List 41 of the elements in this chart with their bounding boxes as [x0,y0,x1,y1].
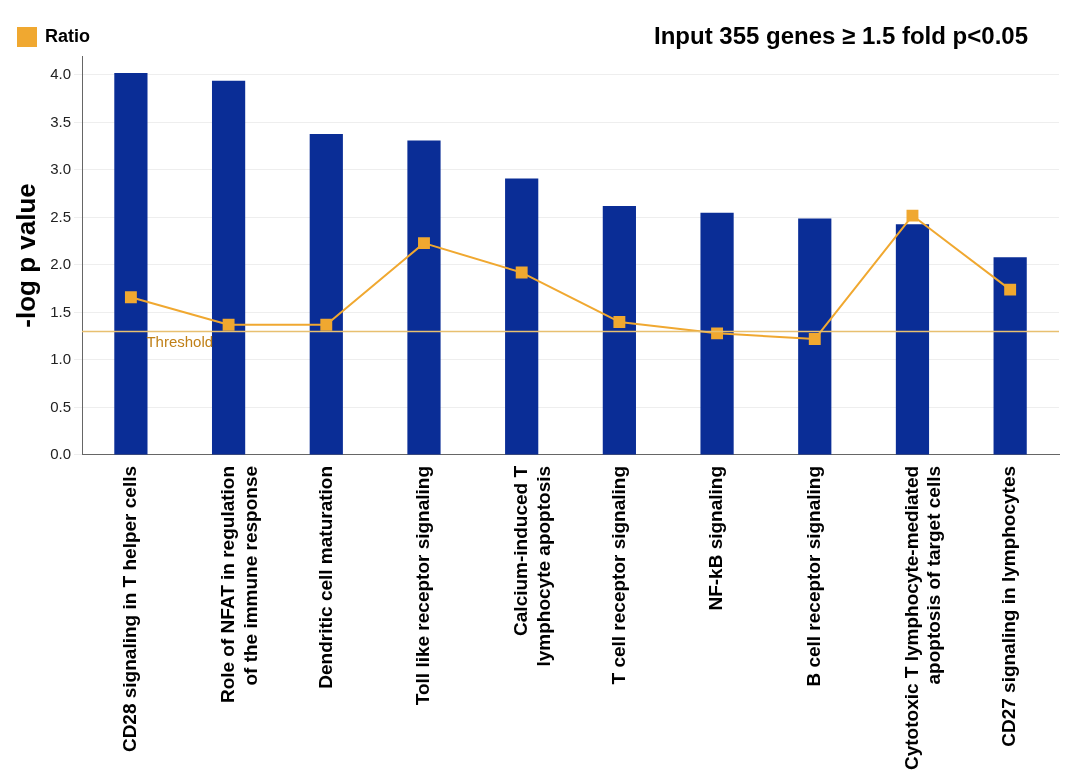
bar [211,80,246,455]
bar [798,218,832,455]
point [808,333,821,346]
legend-label: Ratio [45,25,90,46]
y-tick-label: 4.0 [50,65,72,83]
bar [895,224,930,455]
x-tick-label: Dendritic cell maturation [314,465,336,689]
point [124,291,137,304]
x-tick-label: T cell receptor signaling [607,465,629,685]
y-tick-label: 0.0 [50,445,72,463]
point [222,318,235,331]
x-tick-label: NF-kB signaling [705,465,727,611]
y-tick-label: 2.0 [50,255,72,273]
y-tick-label: 1.0 [50,350,72,368]
x-tick-label: Calcium-induced T lymphocyte apoptosis [509,465,554,667]
chart-title: Input 355 genes ≥ 1.5 fold p<0.05 [654,22,1028,50]
x-tick-label: Cytotoxic T lymphocyte-mediated apoptosis of target cells [900,465,945,771]
bar [993,257,1027,455]
y-tick-label: 1.5 [50,302,72,320]
x-tick-label: B cell receptor signaling [803,465,824,687]
x-tick-label: CD28 signaling in T helper cells [119,465,141,753]
bar [505,178,539,455]
x-tick-label: Role of NFAT in regulation of the immune response [216,465,261,704]
y-tick-label: 0.5 [50,397,72,415]
y-tick-label: 2.5 [50,207,72,225]
x-tick-label: CD27 signaling in lymphocytes [998,465,1020,747]
point [1004,283,1017,296]
point [320,318,333,331]
point [906,209,919,222]
x-tick-label: Toll like receptor signaling [412,465,434,706]
bar [700,212,734,455]
point [418,237,430,250]
bar [407,140,441,455]
point [515,266,528,279]
bar [602,206,636,455]
bar [114,73,148,455]
bar [309,133,343,455]
y-tick-label: 3.0 [50,160,72,178]
point [613,316,626,328]
y-tick-label: 3.5 [50,112,72,130]
y-axis-title: -log p value [10,183,41,328]
